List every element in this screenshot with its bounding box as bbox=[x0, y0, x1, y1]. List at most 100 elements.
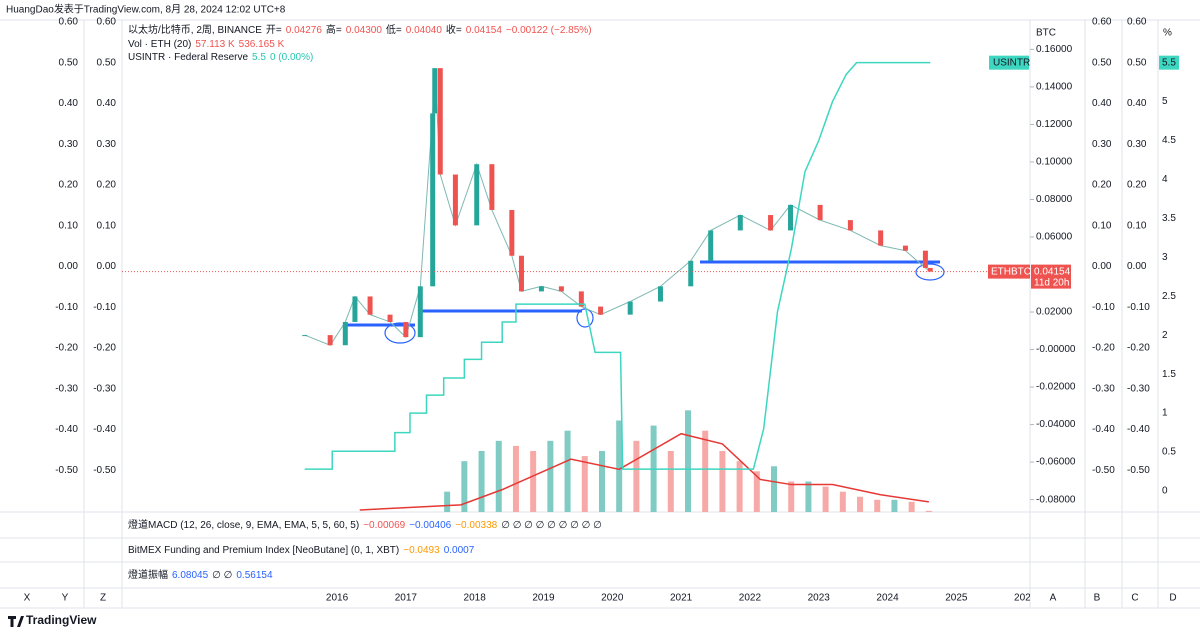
candle bbox=[452, 174, 458, 226]
y-tick-label: 0.02000 bbox=[1036, 307, 1073, 318]
side-tick-label: 0.30 bbox=[97, 139, 117, 150]
x-axis: 2016 2017 2018 2019 2020 2021 2022 2023 2024 2025… bbox=[326, 593, 1037, 604]
price-tag-countdown: 11d 20h bbox=[1034, 277, 1069, 288]
candle bbox=[558, 286, 564, 292]
candle bbox=[927, 267, 933, 272]
side-tick-label: 0.40 bbox=[59, 98, 79, 109]
usintr-tag bbox=[989, 55, 1029, 70]
side-tick-label: 0.40 bbox=[1127, 98, 1147, 109]
pane-legend-part: 燈道MACD (12, 26, close, 9, EMA, EMA, 5, 5… bbox=[128, 518, 359, 531]
volume-bar bbox=[908, 501, 915, 512]
legend-volume-part: 536.165 K bbox=[239, 39, 285, 50]
x-tick-label: 2023 bbox=[808, 593, 831, 604]
x-tick-label: 2017 bbox=[395, 593, 418, 604]
y-tick-label: 0.14000 bbox=[1036, 82, 1073, 93]
side-tick-label: -0.40 bbox=[1092, 424, 1115, 435]
axis-letter: A bbox=[1050, 593, 1057, 604]
candle bbox=[417, 286, 423, 338]
volume-bar bbox=[444, 491, 451, 512]
side-tick-label: -0.50 bbox=[93, 465, 116, 476]
legend-volume-part: 57.113 K bbox=[195, 39, 235, 50]
y-tick-label: -0.06000 bbox=[1036, 457, 1076, 468]
legend-main-part: 0.04276 bbox=[286, 25, 323, 36]
candle bbox=[432, 68, 438, 114]
x-tick-label: 2018 bbox=[464, 593, 487, 604]
x-tick-label: 2026 bbox=[1014, 593, 1037, 604]
pane-legend-part: 0.56154 bbox=[236, 570, 273, 581]
pane-legend-part: −0.00069 bbox=[363, 520, 405, 531]
volume-bar bbox=[495, 440, 502, 512]
y-tick-label: 0.06000 bbox=[1036, 232, 1073, 243]
pane-legend: BitMEX Funding and Premium Index [NeoBut… bbox=[128, 545, 475, 556]
axis-letter: Z bbox=[100, 593, 106, 604]
volume-bar bbox=[771, 466, 778, 512]
volume-bar bbox=[616, 420, 623, 512]
x-tick-label: 2024 bbox=[876, 593, 899, 604]
footer-logo: TradingView bbox=[8, 613, 97, 627]
side-tick-label: -0.20 bbox=[55, 343, 78, 354]
candle bbox=[367, 296, 373, 315]
usintr-axis-value: 5.5 bbox=[1162, 57, 1176, 68]
legend-main-part: 0.04300 bbox=[346, 25, 383, 36]
legend-main-part: −0.00122 (−2.85%) bbox=[506, 25, 592, 36]
side-tick-label: -0.30 bbox=[55, 383, 78, 394]
volume-bar bbox=[925, 510, 932, 512]
candle bbox=[598, 306, 604, 315]
volume-bar bbox=[788, 481, 795, 512]
price-tag-value: 0.04154 bbox=[1034, 266, 1071, 277]
legend-usintr: USINTR · Federal Reserve 5.5 0 (0.00%) bbox=[128, 52, 313, 63]
pane-legend-part: BitMEX Funding and Premium Index [NeoBut… bbox=[128, 545, 399, 556]
volume-bar bbox=[822, 486, 829, 512]
y-tick-label: 0.08000 bbox=[1036, 194, 1073, 205]
side-tick-label: 0.10 bbox=[59, 220, 79, 231]
y2-tick-label: 0.5 bbox=[1162, 447, 1176, 458]
candle bbox=[708, 230, 714, 261]
side-tick-label: 0.40 bbox=[1092, 98, 1112, 109]
separators bbox=[0, 19, 1200, 609]
side-tick-label: -0.10 bbox=[55, 302, 78, 313]
pane-legend: 燈道MACD (12, 26, close, 9, EMA, EMA, 5, 5… bbox=[128, 518, 602, 531]
pane-legend-part: 0.0007 bbox=[444, 545, 475, 556]
x-tick-label: 2019 bbox=[532, 593, 555, 604]
volume-bar bbox=[839, 491, 846, 512]
y-tick-label: 0.16000 bbox=[1036, 44, 1073, 55]
y2-tick-label: 3 bbox=[1162, 252, 1168, 263]
side-tick-label: 0.60 bbox=[59, 17, 79, 28]
candle bbox=[627, 301, 633, 315]
side-tick-label: -0.20 bbox=[1127, 343, 1150, 354]
pane-legend-part: −0.0493 bbox=[403, 545, 440, 556]
side-tick-label: 0.20 bbox=[97, 180, 117, 191]
y-tick-label: -0.02000 bbox=[1036, 382, 1076, 393]
pane-legend-part: ∅ ∅ ∅ ∅ ∅ ∅ ∅ ∅ ∅ bbox=[501, 520, 602, 531]
volume-bar bbox=[805, 481, 812, 512]
axis-letter: B bbox=[1094, 593, 1101, 604]
volume-bar bbox=[736, 461, 743, 512]
side-tick-label: 0.20 bbox=[1127, 180, 1147, 191]
side-tick-label: 0.50 bbox=[59, 57, 79, 68]
side-tick-label: 0.00 bbox=[1127, 261, 1147, 272]
axis-letter: X bbox=[24, 593, 31, 604]
candle bbox=[430, 113, 436, 287]
side-tick-label: 0.50 bbox=[1127, 57, 1147, 68]
side-tick-label: 0.50 bbox=[97, 57, 117, 68]
y2-tick-label: 1.5 bbox=[1162, 369, 1176, 380]
legend-volume: Vol · ETH (20) 57.113 K 536.165 K bbox=[128, 39, 285, 50]
y-tick-label: -0.04000 bbox=[1036, 419, 1076, 430]
side-tick-label: 0.00 bbox=[97, 261, 117, 272]
volume-ma bbox=[359, 432, 929, 511]
usintr-tag-label: USINTR bbox=[993, 57, 1030, 68]
legend-main-part: 0.04040 bbox=[406, 25, 443, 36]
side-tick-label: 0.00 bbox=[59, 261, 79, 272]
candle bbox=[403, 321, 409, 338]
pane-legend-part: ∅ ∅ bbox=[212, 570, 232, 581]
price-tag bbox=[988, 264, 1030, 279]
side-tick-label: 0.20 bbox=[1092, 180, 1112, 191]
y2-tick-label: 3.5 bbox=[1162, 213, 1176, 224]
volume-bar bbox=[719, 451, 726, 512]
legend-usintr-part: 0 (0.00%) bbox=[270, 52, 313, 63]
side-tick-label: -0.30 bbox=[1092, 383, 1115, 394]
legend-main-part: 以太坊/比特币, 2周, BINANCE bbox=[128, 23, 262, 36]
candle bbox=[817, 204, 823, 221]
y2-tick-label: 2.5 bbox=[1162, 291, 1176, 302]
